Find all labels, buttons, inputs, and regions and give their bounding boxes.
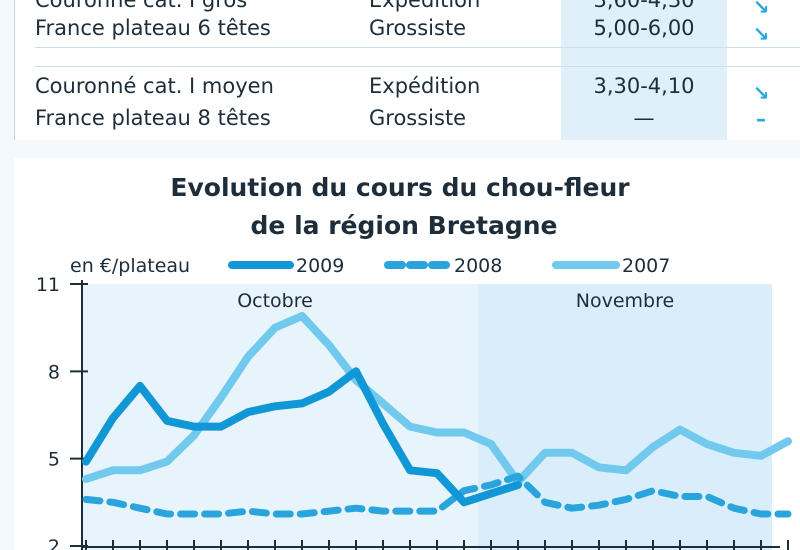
period-label-novembre: Novembre [576, 290, 674, 312]
y-tick-label: 8 [48, 361, 60, 383]
x-axis [82, 540, 789, 550]
chart-title-line-2: de la région Bretagne [251, 211, 558, 240]
chart-title-line-1: Evolution du cours du chou-fleur [170, 173, 630, 202]
row-4-price: — [633, 106, 655, 130]
series-layer [82, 312, 792, 518]
row-2-trend-icon: ↘ [752, 22, 770, 46]
row-4-trend-icon: – [756, 107, 766, 131]
row-separator-top [35, 47, 800, 48]
y-axis: 2 5 8 11 [36, 274, 88, 550]
period-bands [82, 284, 772, 550]
row-separator-bottom [35, 66, 800, 67]
y-tick-label: 5 [48, 449, 60, 471]
legend-label-2008: 2008 [454, 255, 502, 277]
series-line-2008 [82, 472, 792, 518]
row-3-price: 3,30-4,10 [593, 74, 695, 98]
legend: 2009 2008 2007 [228, 255, 670, 277]
row-3-market: Expédition [369, 74, 481, 98]
row-1-trend-icon: ↘ [752, 0, 770, 19]
row-2-price: 5,00-6,00 [593, 16, 695, 40]
row-4-market: Grossiste [369, 106, 467, 130]
legend-label-2007: 2007 [622, 255, 670, 277]
row-2-market: Grossiste [369, 16, 467, 40]
series-line-2009 [82, 367, 522, 507]
row-3-product: Couronné cat. I moyen [35, 74, 274, 98]
y-tick-label: 2 [48, 536, 60, 550]
price-table: Couronné cat. I gros Expédition 3,60-4,3… [14, 0, 800, 140]
y-tick-label: 11 [36, 274, 60, 296]
price-column-bg [561, 0, 727, 140]
y-axis-unit-label: en €/plateau [70, 255, 190, 277]
row-1-market: Expédition [369, 0, 481, 12]
legend-label-2009: 2009 [296, 255, 344, 277]
row-1-price: 3,60-4,30 [593, 0, 695, 12]
row-3-trend-icon: ↘ [752, 81, 770, 105]
row-4-product: France plateau 8 têtes [35, 106, 271, 130]
row-1-product: Couronné cat. I gros [35, 0, 248, 12]
period-label-octobre: Octobre [237, 290, 313, 312]
band-novembre [478, 284, 772, 550]
row-2-product: France plateau 6 têtes [35, 16, 271, 40]
